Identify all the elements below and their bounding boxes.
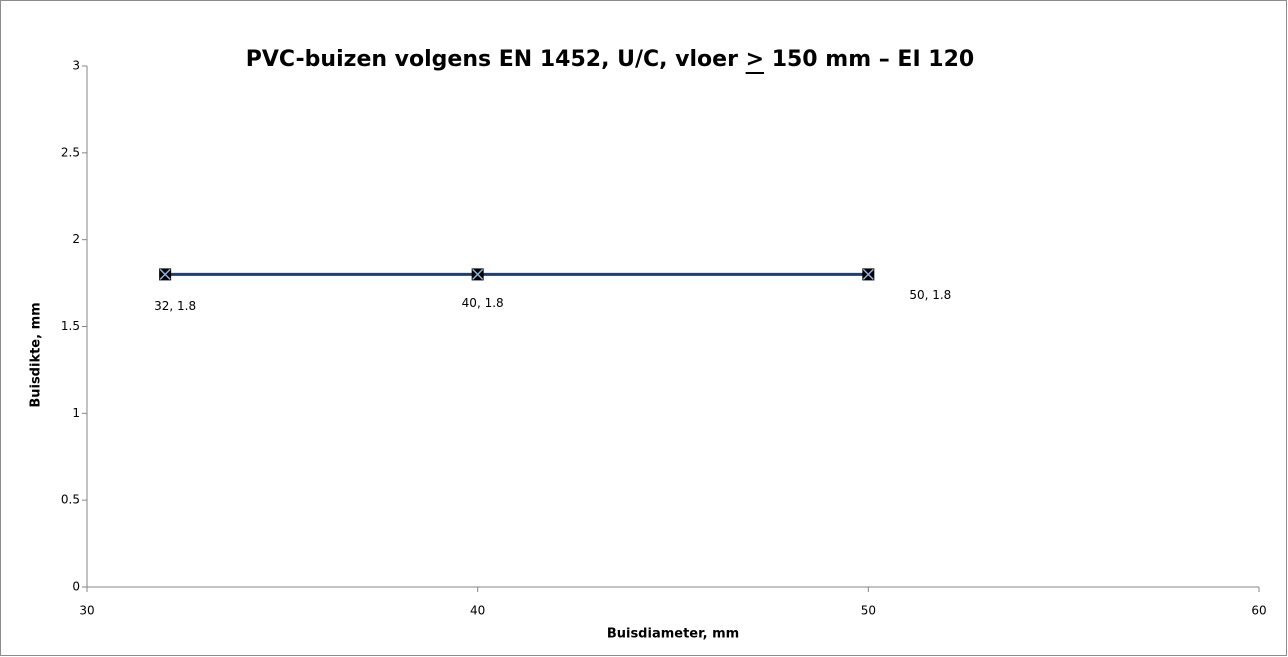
- marker-cross: [862, 268, 874, 280]
- x-tick-label: 40: [470, 604, 485, 618]
- y-tick-label: 1.5: [61, 319, 80, 333]
- data-label: 32, 1.8: [154, 299, 196, 313]
- y-tick-label: 2: [72, 232, 80, 246]
- y-tick-label: 0: [72, 580, 80, 594]
- marker-cross: [159, 268, 171, 280]
- y-tick-label: 3: [72, 59, 80, 73]
- y-tick-label: 2.5: [61, 145, 80, 159]
- x-tick-label: 50: [861, 604, 876, 618]
- x-axis-title: Buisdiameter, mm: [607, 627, 739, 642]
- marker-cross: [472, 268, 484, 280]
- data-label: 40, 1.8: [462, 296, 504, 310]
- y-tick-label: 1: [72, 406, 80, 420]
- marker: [159, 268, 172, 281]
- y-axis-title: Buisdikte, mm: [29, 302, 44, 407]
- data-label: 50, 1.8: [909, 288, 951, 302]
- marker: [862, 268, 875, 281]
- chart-title: PVC-buizen volgens EN 1452, U/C, vloer >…: [246, 47, 974, 72]
- x-tick-label: 30: [79, 604, 94, 618]
- marker: [471, 268, 484, 281]
- x-tick-label: 60: [1251, 604, 1266, 618]
- y-tick-label: 0.5: [61, 493, 80, 507]
